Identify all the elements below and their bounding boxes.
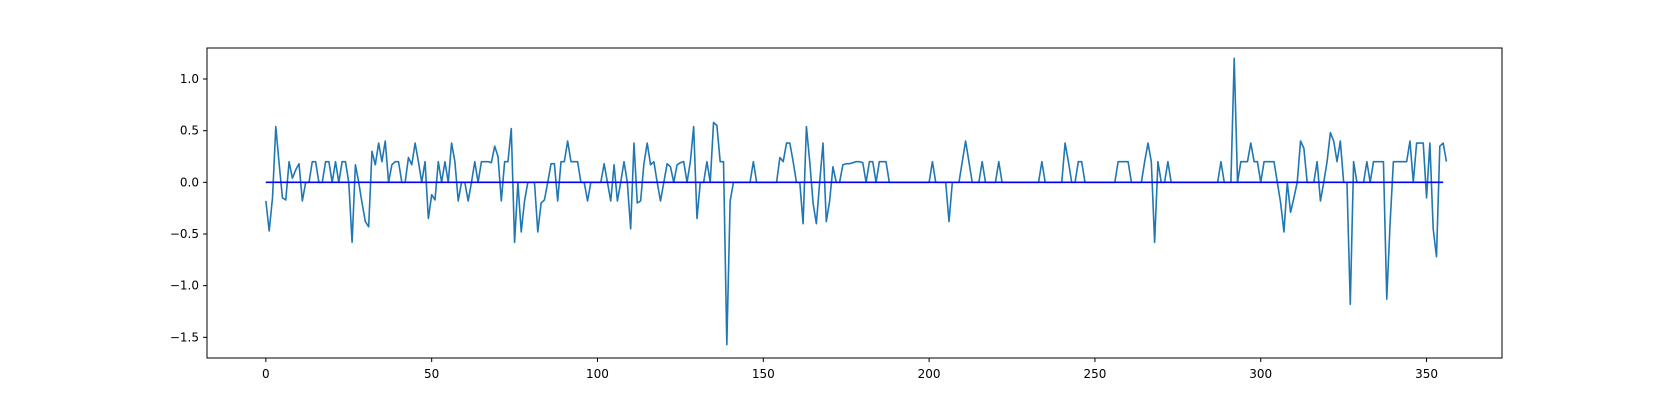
- plot-marks: [265, 57, 1448, 346]
- x-tick-label: 150: [752, 367, 775, 381]
- y-tick-label: 1.0: [180, 72, 199, 86]
- y-axis: −1.5 −1.0 −0.5 0.0 0.5 1.0: [170, 72, 207, 344]
- x-axis: 0 50 100 150 200 250 300 350: [262, 358, 1438, 381]
- y-tick-label: 0.5: [180, 124, 199, 138]
- plot-area-frame: [206, 47, 1503, 359]
- x-tick-label: 250: [1083, 367, 1106, 381]
- y-tick-label: −0.5: [170, 227, 199, 241]
- y-tick-label: −1.5: [170, 330, 199, 344]
- y-tick-label: −1.0: [170, 279, 199, 293]
- x-tick-label: 200: [918, 367, 941, 381]
- x-tick-label: 50: [424, 367, 439, 381]
- x-tick-label: 300: [1249, 367, 1272, 381]
- x-tick-label: 0: [262, 367, 270, 381]
- y-tick-label: 0.0: [180, 175, 199, 189]
- x-tick-label: 350: [1415, 367, 1438, 381]
- x-tick-label: 100: [586, 367, 609, 381]
